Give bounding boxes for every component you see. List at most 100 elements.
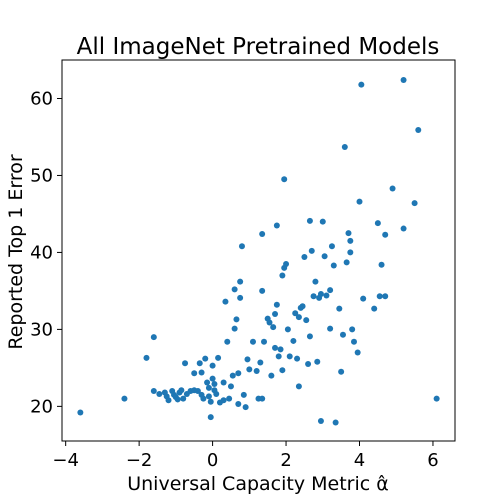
data-point [207,398,214,405]
data-point [229,372,236,379]
data-point [360,295,367,302]
data-point [191,370,198,377]
data-point [433,395,440,402]
data-point [281,176,288,183]
data-point [317,290,324,297]
chart-title: All ImageNet Pretrained Models [77,34,440,60]
data-point [226,395,233,402]
data-point [238,243,245,250]
y-tick-label: 40 [30,242,53,263]
data-point [328,243,335,250]
data-point [382,293,389,300]
data-point [259,395,266,402]
data-point [286,353,293,360]
data-point [231,325,238,332]
data-point [240,391,247,398]
y-tick-label: 30 [30,319,53,340]
x-axis-label: Universal Capacity Metric α̂ [127,473,389,495]
data-point [327,287,334,294]
data-point [220,379,227,386]
data-point [347,237,354,244]
data-point [343,259,350,266]
data-point [272,311,279,317]
data-point [290,337,297,344]
data-point [279,367,286,374]
data-point [253,367,260,374]
data-point [237,294,244,301]
data-point [242,404,249,411]
data-point [259,287,266,294]
points-layer [77,77,440,426]
data-point [312,278,319,285]
data-point [317,417,324,424]
data-point [347,249,354,256]
data-point [150,387,157,394]
data-point [371,305,378,312]
data-point [374,220,381,227]
data-point [378,261,385,268]
data-point [345,230,352,237]
data-point [222,298,229,305]
data-point [389,185,396,192]
data-point [77,409,84,416]
data-point [121,395,128,402]
data-point [310,293,317,300]
data-point [249,338,256,345]
data-point [319,218,326,225]
data-point [194,387,201,394]
y-axis-label: Reported Top 1 Error [5,154,27,350]
data-point [204,379,211,386]
data-point [415,127,422,134]
data-point [266,319,273,326]
data-point [295,314,302,321]
data-point [356,198,363,205]
data-point [220,397,227,404]
data-point [323,292,330,299]
data-point [224,338,231,345]
data-point [237,278,244,285]
data-point [330,262,337,269]
data-point [279,272,286,279]
data-point [207,414,214,421]
x-tick-label: −2 [126,450,153,471]
data-point [215,354,222,361]
x-tick-label: 0 [207,450,218,471]
data-point [205,393,212,400]
data-point [196,360,203,367]
data-point [301,254,308,261]
data-point [303,317,310,324]
data-point [211,381,218,388]
data-point [209,375,216,382]
data-point [336,305,343,312]
data-point [283,260,290,267]
data-point [182,360,189,367]
y-tick-label: 20 [30,396,53,417]
data-point [174,396,181,403]
data-point [231,286,238,293]
data-point [273,301,280,308]
data-point [305,361,312,368]
data-point [321,253,328,260]
data-point [308,247,315,254]
y-axis: 20 30 40 50 60 [30,88,62,417]
data-point [411,200,418,207]
data-point [272,344,279,351]
data-point [202,355,209,362]
data-point [327,325,334,332]
data-point [382,231,389,238]
data-point [205,384,212,391]
data-point [358,81,365,88]
data-point [235,370,242,377]
y-tick-label: 60 [30,88,53,109]
data-point [338,368,345,375]
data-point [268,372,275,379]
data-point [275,353,282,360]
data-point [150,334,157,341]
y-tick-label: 50 [30,165,53,186]
data-point [246,366,253,373]
data-point [354,349,361,356]
data-point [295,383,302,390]
data-point [259,230,266,237]
data-point [277,346,284,353]
